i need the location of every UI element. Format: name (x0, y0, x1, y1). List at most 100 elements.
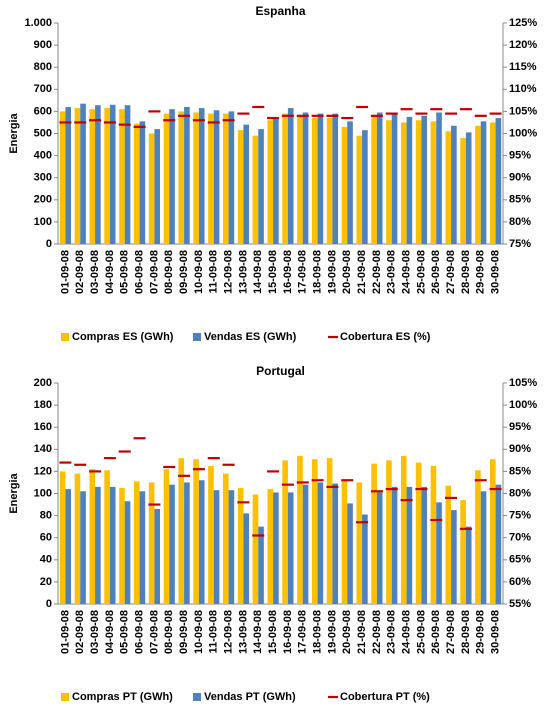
bar (104, 470, 110, 604)
bar (178, 458, 185, 604)
bar (65, 489, 72, 604)
bar (391, 113, 398, 244)
x-tick-label: 24-09-08 (400, 610, 412, 654)
bar (198, 480, 205, 604)
bar (80, 103, 86, 244)
x-tick-label: 25-09-08 (415, 610, 427, 654)
y2-tick-label: 110% (509, 83, 537, 95)
legend-label: Cobertura PT (%) (340, 691, 430, 703)
x-tick-label: 28-09-08 (460, 250, 472, 294)
x-tick-label: 08-09-08 (163, 250, 175, 294)
chart-title: Espanha (255, 4, 305, 18)
bar (495, 118, 502, 244)
y-tick-label: 80 (40, 510, 52, 522)
bar (460, 137, 466, 244)
x-tick-label: 14-09-08 (252, 610, 264, 654)
y-tick-label: 140 (34, 443, 52, 455)
bar (421, 115, 428, 244)
y2-tick-label: 75% (509, 510, 531, 522)
x-tick-label: 01-09-08 (59, 610, 71, 654)
bar (480, 121, 487, 244)
bar (193, 112, 199, 244)
bar (317, 482, 324, 604)
legend-label: Vendas ES (GWh) (204, 331, 297, 343)
bar (237, 130, 244, 244)
y2-tick-label: 60% (509, 576, 531, 588)
bar (400, 122, 407, 244)
x-tick-label: 16-09-08 (282, 250, 294, 294)
x-tick-label: 11-09-08 (208, 610, 220, 653)
x-tick-label: 01-09-08 (59, 250, 71, 294)
y2-tick-label: 100% (509, 399, 537, 411)
bar (89, 109, 96, 244)
bar (347, 503, 353, 604)
bar (208, 465, 214, 604)
bar (302, 112, 309, 244)
bar (376, 492, 383, 604)
x-tick-label: 29-09-08 (475, 250, 487, 294)
x-tick-label: 21-09-08 (356, 250, 368, 294)
x-tick-label: 09-09-08 (178, 610, 190, 654)
y-tick-label: 300 (34, 172, 52, 184)
y2-tick-label: 55% (509, 598, 531, 610)
bar (332, 483, 339, 604)
y-tick-label: 100 (34, 487, 52, 499)
bar (193, 459, 199, 604)
y2-tick-label: 105% (509, 377, 537, 389)
bar (213, 490, 220, 604)
bar (59, 111, 66, 245)
bar (282, 113, 288, 244)
bar (59, 471, 66, 604)
x-tick-label: 19-09-08 (326, 250, 338, 294)
x-tick-label: 05-09-08 (119, 250, 131, 294)
x-tick-label: 23-09-08 (386, 250, 398, 294)
x-tick-label: 08-09-08 (163, 610, 175, 654)
x-tick-label: 20-09-08 (341, 610, 353, 654)
y-tick-label: 200 (34, 377, 52, 389)
bar (495, 484, 502, 604)
bar (436, 112, 442, 244)
bar (347, 121, 353, 244)
y-tick-label: 1.000 (24, 17, 52, 29)
bar (341, 126, 348, 244)
bar (133, 123, 140, 244)
x-tick-label: 13-09-08 (237, 610, 249, 654)
bar (74, 473, 81, 604)
y-axis-label: Energia (8, 112, 20, 153)
y2-tick-label: 120% (509, 39, 537, 51)
bar (371, 115, 377, 244)
bar (148, 482, 155, 604)
bar (119, 487, 125, 604)
bar (475, 125, 481, 244)
x-tick-label: 13-09-08 (237, 250, 249, 294)
x-tick-label: 29-09-08 (475, 610, 487, 654)
y2-tick-label: 125% (509, 17, 537, 29)
x-tick-label: 10-09-08 (193, 610, 205, 654)
bar (332, 113, 339, 244)
bar (237, 487, 244, 604)
y2-tick-label: 85% (509, 194, 531, 206)
x-tick-label: 27-09-08 (445, 610, 457, 654)
x-tick-label: 16-09-08 (282, 610, 294, 654)
bar (89, 469, 96, 604)
bar (184, 106, 190, 244)
legend-label: Vendas PT (GWh) (204, 691, 296, 703)
bar (148, 133, 155, 244)
bar (124, 105, 131, 244)
x-tick-label: 07-09-08 (148, 250, 160, 294)
bar (169, 484, 175, 604)
x-tick-label: 12-09-08 (222, 250, 234, 294)
bar (222, 473, 229, 604)
bar (154, 129, 161, 244)
y-tick-label: 0 (46, 598, 52, 610)
bar (119, 109, 125, 244)
y-tick-label: 100 (34, 216, 52, 228)
bar (465, 526, 472, 604)
y-tick-label: 600 (34, 105, 52, 117)
bar (139, 491, 146, 604)
x-tick-label: 17-09-08 (297, 250, 309, 294)
bar (198, 108, 205, 245)
bar (326, 458, 333, 604)
bar (163, 113, 170, 244)
bar (341, 480, 348, 604)
